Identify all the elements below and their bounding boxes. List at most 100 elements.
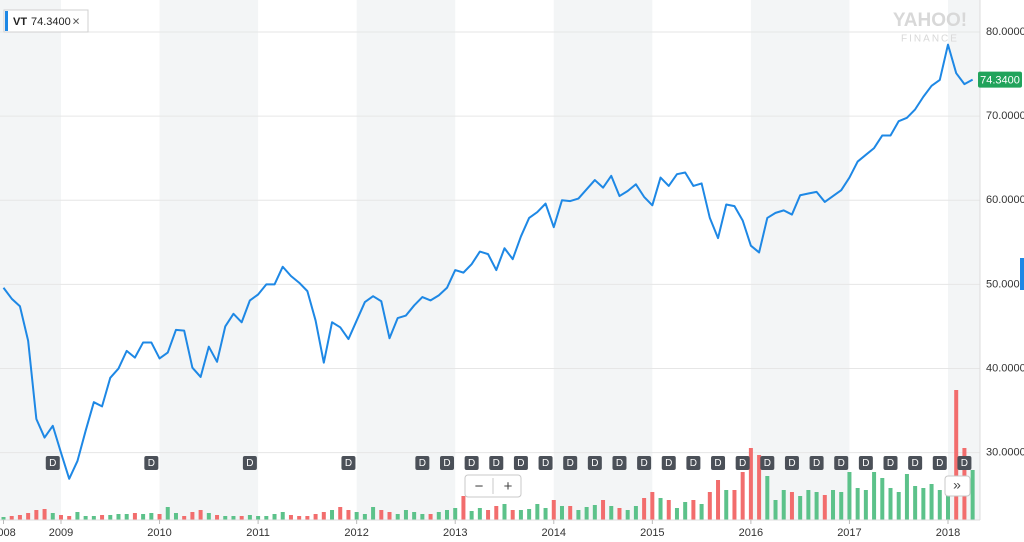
scroll-handle[interactable] xyxy=(1020,258,1024,290)
legend: VT 74.3400 × xyxy=(3,9,89,33)
dividend-label: D xyxy=(788,458,795,469)
y-tick-label: 30.0000 xyxy=(986,447,1024,459)
dividend-label: D xyxy=(887,458,894,469)
year-bands xyxy=(0,0,980,520)
legend-box xyxy=(3,9,89,33)
dividend-marker xyxy=(686,456,701,470)
volume-bar xyxy=(551,500,556,520)
volume-bar xyxy=(773,500,778,520)
year-band xyxy=(0,0,61,520)
zoom-out[interactable]: − xyxy=(475,478,484,495)
volume-bar xyxy=(297,516,302,520)
volume-bar xyxy=(91,516,96,520)
dividend-marker xyxy=(563,456,578,470)
volume-bar xyxy=(617,508,622,520)
volume-bar xyxy=(453,508,458,520)
volume-bar xyxy=(247,515,252,520)
volume-bar xyxy=(428,514,433,520)
year-band xyxy=(553,0,653,520)
dividend-marker xyxy=(834,456,849,470)
volume-bar xyxy=(395,514,400,520)
volume-bar xyxy=(379,510,384,520)
volume-bar xyxy=(674,508,679,520)
volume-bar xyxy=(888,488,893,520)
dividend-label: D xyxy=(665,458,672,469)
x-tick-label: 2013 xyxy=(443,527,467,539)
volume-bar xyxy=(198,510,203,520)
dividend-marker xyxy=(932,456,947,470)
volume-bar xyxy=(231,516,236,520)
volume-bar xyxy=(387,512,392,520)
last-value-tag xyxy=(978,71,1022,88)
volume-bar xyxy=(108,515,113,520)
dividend-marker xyxy=(784,456,799,470)
dividend-label: D xyxy=(912,458,919,469)
dividend-label: D xyxy=(739,458,746,469)
x-tick-label: 2018 xyxy=(936,527,960,539)
volume-bar xyxy=(732,490,737,520)
volume-bar xyxy=(913,486,918,520)
volume-bar xyxy=(223,516,228,520)
volume-bar xyxy=(601,500,606,520)
volume-bar xyxy=(806,490,811,520)
volume-bar xyxy=(535,504,540,520)
volume-bar xyxy=(50,513,55,520)
volume-bar xyxy=(740,472,745,520)
x-tick-label: 2009 xyxy=(49,527,73,539)
volume-bar xyxy=(149,513,154,520)
y-tick-label: 60.0000 xyxy=(986,194,1024,206)
volume-bar xyxy=(559,506,564,520)
volume-bar xyxy=(896,492,901,520)
volume-bar xyxy=(921,488,926,520)
y-tick-label: 70.0000 xyxy=(986,110,1024,122)
volume-bar xyxy=(256,516,261,520)
volume-bar xyxy=(716,480,721,520)
volume-bar xyxy=(330,510,335,520)
dividend-marker xyxy=(661,456,676,470)
volume-bar xyxy=(839,492,844,520)
year-band xyxy=(356,0,456,520)
legend-close[interactable]: × xyxy=(72,13,80,28)
volume-bar xyxy=(477,508,482,520)
volume-bar xyxy=(100,515,105,520)
dividend-label: D xyxy=(443,458,450,469)
volume-bar xyxy=(954,390,959,520)
more-button[interactable]: » xyxy=(953,477,961,493)
dividend-marker xyxy=(464,456,479,470)
dividend-label: D xyxy=(493,458,500,469)
volume-bar xyxy=(765,476,770,520)
volume-bar xyxy=(264,516,269,520)
zoom-controls: − + » xyxy=(464,474,971,498)
volume-bar xyxy=(633,506,638,520)
dividend-marker xyxy=(440,456,455,470)
y-tick-label: 80.0000 xyxy=(986,26,1024,38)
volume-bar xyxy=(371,507,376,520)
volume-bar xyxy=(313,514,318,520)
dividend-marker xyxy=(415,456,430,470)
volume-bar xyxy=(165,507,170,520)
zoom-in[interactable]: + xyxy=(504,478,513,495)
y-tick-label: 50.0000 xyxy=(986,278,1024,290)
x-tick-label: 2015 xyxy=(640,527,664,539)
dividend-label: D xyxy=(246,458,253,469)
watermark: YAHOO! xyxy=(893,10,967,31)
dividend-label: D xyxy=(690,458,697,469)
volume-bar xyxy=(724,490,729,520)
volume-bar xyxy=(288,515,293,520)
x-tick-label: 2017 xyxy=(837,527,861,539)
volume-bar xyxy=(625,510,630,520)
dividend-label: D xyxy=(567,458,574,469)
volume-bar xyxy=(272,514,277,520)
volume-bar xyxy=(239,516,244,520)
volume-bar xyxy=(757,455,762,520)
dividend-marker xyxy=(883,456,898,470)
dividend-label: D xyxy=(517,458,524,469)
volume-bar xyxy=(182,516,187,520)
volume-bar xyxy=(584,507,589,520)
dividend-marker xyxy=(587,456,602,470)
legend-name: VT xyxy=(13,16,27,28)
volume-bar xyxy=(527,509,532,520)
volume-bar xyxy=(436,512,441,520)
